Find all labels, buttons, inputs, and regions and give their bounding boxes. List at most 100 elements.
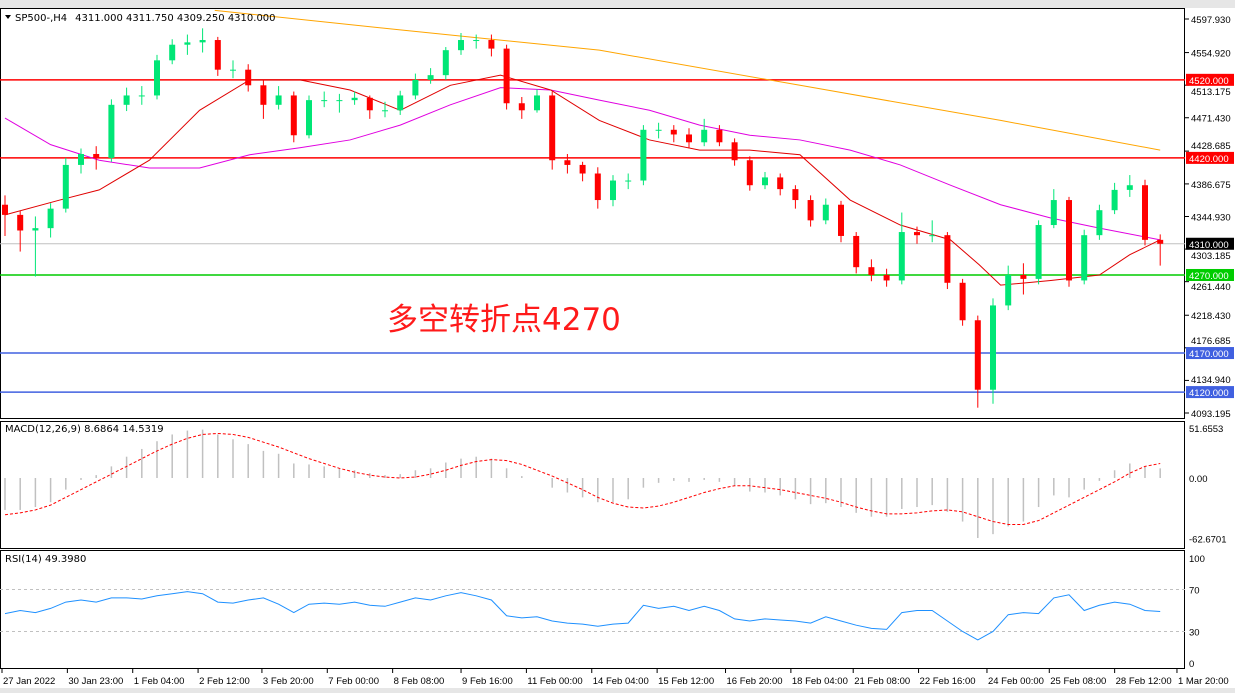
candle[interactable] [746,156,753,191]
candle[interactable] [412,73,419,100]
candle[interactable] [853,232,860,274]
candle-body [336,100,343,102]
candle[interactable] [199,28,206,53]
dropdown-triangle-icon[interactable] [5,15,11,19]
candle-body [199,40,206,43]
candle[interactable] [1111,182,1118,215]
candle[interactable] [321,91,328,108]
macd-panel[interactable]: 51.6553 0.00 -62.6701 [0,421,1227,549]
candle[interactable] [123,87,130,112]
candle[interactable] [1096,204,1103,240]
candle[interactable] [1066,196,1072,287]
candle[interactable] [351,91,358,105]
candle[interactable] [503,44,510,110]
candle[interactable] [78,148,84,174]
candle[interactable] [1126,175,1133,197]
candle-body [944,235,951,283]
candle[interactable] [716,125,723,147]
candle[interactable] [610,175,616,207]
candle[interactable] [777,173,784,196]
candle[interactable] [518,97,525,119]
candle[interactable] [1020,263,1027,295]
candle[interactable] [473,34,480,49]
candle[interactable] [1035,220,1042,285]
candle[interactable] [883,268,890,287]
candle[interactable] [2,195,8,236]
candle[interactable] [579,161,586,182]
price-tick-label: 4218.430 [1191,311,1231,322]
candle[interactable] [944,232,951,290]
candle[interactable] [1081,229,1088,285]
candle[interactable] [169,39,176,65]
candle[interactable] [701,118,708,147]
candle-body [868,267,875,275]
candle-body [351,97,358,101]
price-panel[interactable]: 4597.930 4554.920 4513.175 4471.430 4428.685… [0,8,1234,421]
rsi-panel[interactable]: 100 70 30 0 [0,550,1205,671]
candle[interactable] [731,138,738,166]
candle[interactable] [366,95,373,119]
candle[interactable] [625,173,632,190]
price-tick-label: 4597.930 [1191,15,1231,26]
level-label-bg [1186,347,1234,360]
candle[interactable] [686,128,692,149]
candle[interactable] [154,54,160,100]
candle[interactable] [427,68,434,84]
candle[interactable] [214,36,221,76]
candle[interactable] [898,212,905,285]
candle[interactable] [640,125,647,186]
candle[interactable] [245,64,252,92]
candle[interactable] [655,122,662,139]
candle[interactable] [382,101,388,118]
candle[interactable] [93,146,100,170]
candle[interactable] [1157,234,1164,266]
candle[interactable] [306,95,312,139]
candle[interactable] [822,198,829,225]
level-label-bg [1186,386,1234,399]
candle[interactable] [488,34,495,57]
level-label: 4420.000 [1189,154,1229,165]
candle[interactable] [974,315,981,408]
candle[interactable] [442,47,449,80]
candle[interactable] [990,298,996,404]
time-tick-label: 18 Feb 04:00 [792,676,848,687]
candle[interactable] [17,210,24,252]
candle[interactable] [32,216,39,277]
candle[interactable] [260,79,267,119]
level-label-bg [1186,151,1234,164]
candle[interactable] [868,259,875,282]
candle[interactable] [549,91,556,170]
candle[interactable] [1142,179,1148,246]
top-scrollbar[interactable] [0,0,1235,8]
candle[interactable] [564,153,571,174]
candle[interactable] [807,195,814,227]
price-tick-label: 4344.930 [1191,212,1231,223]
candle[interactable] [1050,189,1057,229]
candle[interactable] [397,90,404,115]
candle[interactable] [959,278,966,326]
bottom-scrollbar[interactable] [0,688,1235,693]
candle[interactable] [458,32,464,55]
candle[interactable] [290,91,297,143]
candle[interactable] [534,89,540,113]
candle[interactable] [670,125,677,143]
candle[interactable] [138,86,145,105]
candle[interactable] [762,171,768,190]
candle[interactable] [838,200,844,243]
candle-body [655,129,662,131]
candle-body [1096,210,1103,236]
candle[interactable] [230,60,236,79]
candle[interactable] [929,220,936,243]
candle-body [777,177,784,190]
candle[interactable] [47,203,54,238]
candle[interactable] [914,226,920,244]
candle[interactable] [184,34,191,55]
candle[interactable] [275,86,282,110]
candle[interactable] [108,99,115,162]
candle[interactable] [1005,265,1012,311]
candle[interactable] [594,167,601,209]
candle[interactable] [62,157,69,213]
candle[interactable] [336,93,343,113]
candle[interactable] [792,185,799,209]
